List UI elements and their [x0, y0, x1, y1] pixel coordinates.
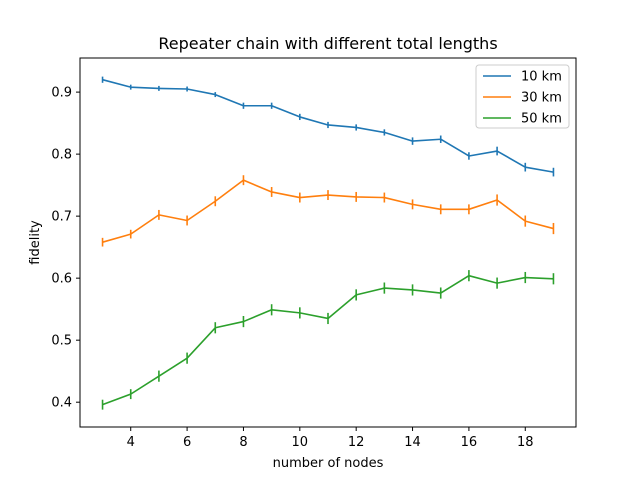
y-tick-label: 0.5 — [51, 334, 72, 349]
series-0 — [101, 76, 555, 177]
y-tick-label: 0.8 — [51, 148, 72, 163]
y-axis-label: fidelity — [28, 220, 43, 265]
chart-title: Repeater chain with different total leng… — [158, 34, 497, 53]
x-tick-label: 16 — [461, 435, 478, 450]
y-tick-label: 0.7 — [51, 210, 72, 225]
x-tick-label: 12 — [348, 435, 365, 450]
legend-box — [475, 64, 570, 129]
legend-label: 30 km — [521, 91, 562, 106]
series-layer — [101, 76, 555, 410]
series-line — [102, 274, 554, 406]
x-tick-label: 18 — [517, 435, 534, 450]
legend: 10 km 30 km 50 km — [475, 64, 570, 129]
y-tick-label: 0.6 — [51, 272, 72, 287]
legend-label: 10 km — [521, 70, 562, 85]
y-tick-label: 0.9 — [51, 86, 72, 101]
series-line — [102, 179, 554, 243]
plot-frame — [79, 57, 577, 428]
series-2 — [101, 270, 555, 410]
x-tick-label: 4 — [127, 435, 135, 450]
legend-label: 50 km — [521, 112, 562, 127]
x-tick-label: 10 — [292, 435, 309, 450]
x-tick-label: 8 — [239, 435, 247, 450]
x-tick-label: 14 — [404, 435, 421, 450]
x-tick-label: 6 — [183, 435, 191, 450]
x-axis-label: number of nodes — [273, 456, 384, 471]
series-1 — [101, 175, 555, 247]
y-axis-ticks: 0.4 0.5 0.6 0.7 0.8 0.9 — [51, 86, 80, 411]
y-tick-label: 0.4 — [51, 396, 72, 411]
x-axis-ticks: 4 6 8 10 12 14 16 18 — [127, 427, 534, 450]
